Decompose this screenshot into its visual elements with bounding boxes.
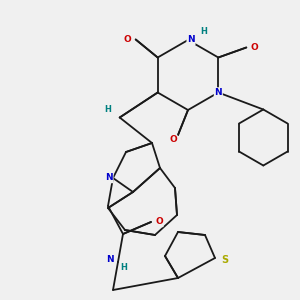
Text: N: N xyxy=(106,254,114,263)
Text: N: N xyxy=(105,173,113,182)
Text: O: O xyxy=(124,35,132,44)
Text: H: H xyxy=(121,262,128,272)
Text: S: S xyxy=(221,255,229,265)
Text: O: O xyxy=(155,218,163,226)
Text: N: N xyxy=(214,88,222,97)
Text: H: H xyxy=(104,105,111,114)
Text: N: N xyxy=(187,35,195,44)
Text: H: H xyxy=(201,28,207,37)
Text: O: O xyxy=(250,43,258,52)
Text: O: O xyxy=(169,136,177,145)
